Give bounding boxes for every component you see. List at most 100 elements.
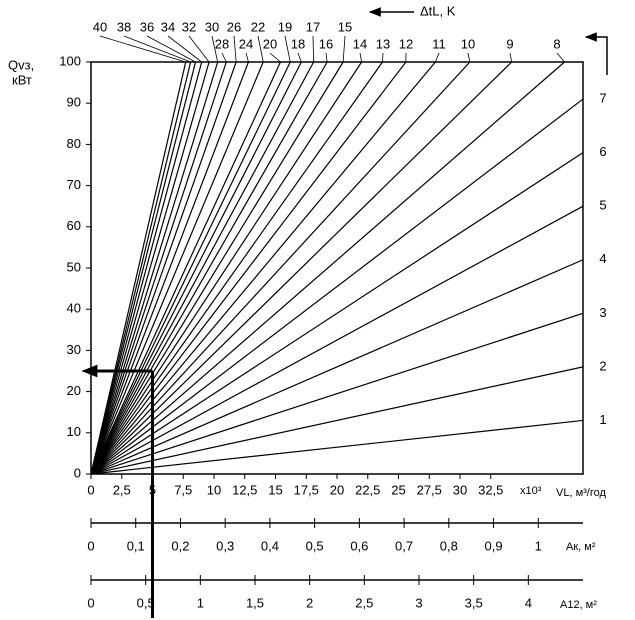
- series-label: 4: [599, 251, 606, 266]
- leader-line: [188, 35, 210, 63]
- series-line: [90, 61, 264, 475]
- x-tick-label: 3,5: [465, 595, 483, 610]
- series-line: [90, 61, 197, 475]
- y-tick-label: 100: [59, 53, 81, 68]
- leader-line: [245, 52, 249, 63]
- x-tick-label: 0: [87, 482, 94, 497]
- series-line: [90, 61, 250, 475]
- series-label: 15: [338, 19, 352, 34]
- x-unit: x10³: [520, 485, 542, 497]
- series-label: 6: [599, 144, 606, 159]
- series-label: 13: [376, 36, 390, 51]
- x-tick-label: 0,9: [485, 538, 503, 553]
- x-tick-label: 0,3: [216, 538, 234, 553]
- x-tick-label: 1,5: [246, 595, 264, 610]
- series-label: 10: [461, 36, 475, 51]
- series-label: 18: [291, 36, 305, 51]
- x-tick-label: 0,5: [137, 595, 155, 610]
- y-tick-label: 70: [67, 177, 81, 192]
- series-label: 40: [93, 19, 107, 34]
- x-tick-label: 0,6: [350, 538, 368, 553]
- series-label: 19: [278, 19, 292, 34]
- x-tick-label: 25: [391, 482, 405, 497]
- plot-frame: [90, 61, 584, 475]
- x-tick-label: 2,5: [113, 482, 131, 497]
- x-tick-label: 1: [535, 538, 542, 553]
- leader-line: [556, 52, 565, 63]
- series-line: [90, 61, 513, 475]
- leader-line: [509, 52, 513, 63]
- series-label: 32: [182, 19, 196, 34]
- series-label: 24: [239, 36, 253, 51]
- series-label: 14: [353, 36, 367, 51]
- series-line: [90, 61, 344, 475]
- series-title: ΔtL, K: [420, 3, 456, 18]
- y-tick-label: 40: [67, 301, 81, 316]
- series-line: [90, 61, 436, 475]
- series-line: [90, 61, 237, 475]
- series-label: 12: [399, 36, 413, 51]
- x-label: VL, м³/год: [556, 487, 606, 499]
- series-line: [90, 61, 315, 475]
- series-label: 3: [599, 305, 606, 320]
- series-line: [90, 61, 203, 475]
- leader-line: [297, 52, 302, 63]
- y-tick-label: 50: [67, 259, 81, 274]
- x-tick-label: 3: [415, 595, 422, 610]
- series-label: 1: [599, 412, 606, 427]
- series-line: [90, 61, 407, 475]
- series-line: [90, 259, 584, 475]
- series-line: [90, 419, 584, 475]
- leader-line: [99, 35, 186, 63]
- leader-line: [312, 35, 315, 63]
- series-line: [90, 61, 565, 475]
- x-tick-label: 0,2: [171, 538, 189, 553]
- x-label: Ак, м²: [566, 541, 596, 553]
- series-label: 26: [227, 19, 241, 34]
- y-tick-label: 0: [74, 465, 81, 480]
- series-line: [90, 61, 363, 475]
- series-line: [90, 312, 584, 475]
- series-line: [90, 61, 219, 475]
- series-line: [90, 61, 192, 475]
- series-label: 34: [161, 19, 175, 34]
- leader-line: [342, 35, 346, 63]
- y-tick-label: 80: [67, 136, 81, 151]
- leader-line: [167, 35, 202, 63]
- leader-line: [233, 35, 237, 63]
- series-line: [90, 61, 302, 475]
- y-tick-label: 20: [67, 383, 81, 398]
- series-line: [90, 61, 227, 475]
- series-line: [90, 61, 291, 475]
- series-label: 9: [506, 36, 513, 51]
- series-label: 2: [599, 358, 606, 373]
- leader-line: [359, 52, 362, 63]
- series-label: 36: [140, 19, 154, 34]
- leader-line: [467, 52, 471, 63]
- series-label: 17: [306, 19, 320, 34]
- x-tick-label: 0,8: [440, 538, 458, 553]
- series-label: 7: [599, 91, 606, 106]
- x-tick-label: 17,5: [294, 482, 319, 497]
- series-label: 22: [251, 19, 265, 34]
- x-tick-label: 2: [306, 595, 313, 610]
- x-tick-label: 0,7: [395, 538, 413, 553]
- series-line: [90, 205, 584, 475]
- series-line: [90, 61, 187, 475]
- series-line: [90, 61, 328, 475]
- x-tick-label: 0,1: [127, 538, 145, 553]
- x-tick-label: 10: [207, 482, 221, 497]
- leader-line: [146, 35, 196, 63]
- series-line: [90, 61, 471, 475]
- x-tick-label: 0: [87, 595, 94, 610]
- series-label: 11: [432, 36, 446, 51]
- leader-line: [211, 35, 219, 63]
- x-tick-label: 27,5: [417, 482, 442, 497]
- series-label: 8: [553, 36, 560, 51]
- series-line: [90, 61, 281, 475]
- leader-line: [435, 52, 440, 63]
- series-line: [90, 366, 584, 475]
- y-tick-label: 30: [67, 342, 81, 357]
- leader-line: [284, 35, 291, 63]
